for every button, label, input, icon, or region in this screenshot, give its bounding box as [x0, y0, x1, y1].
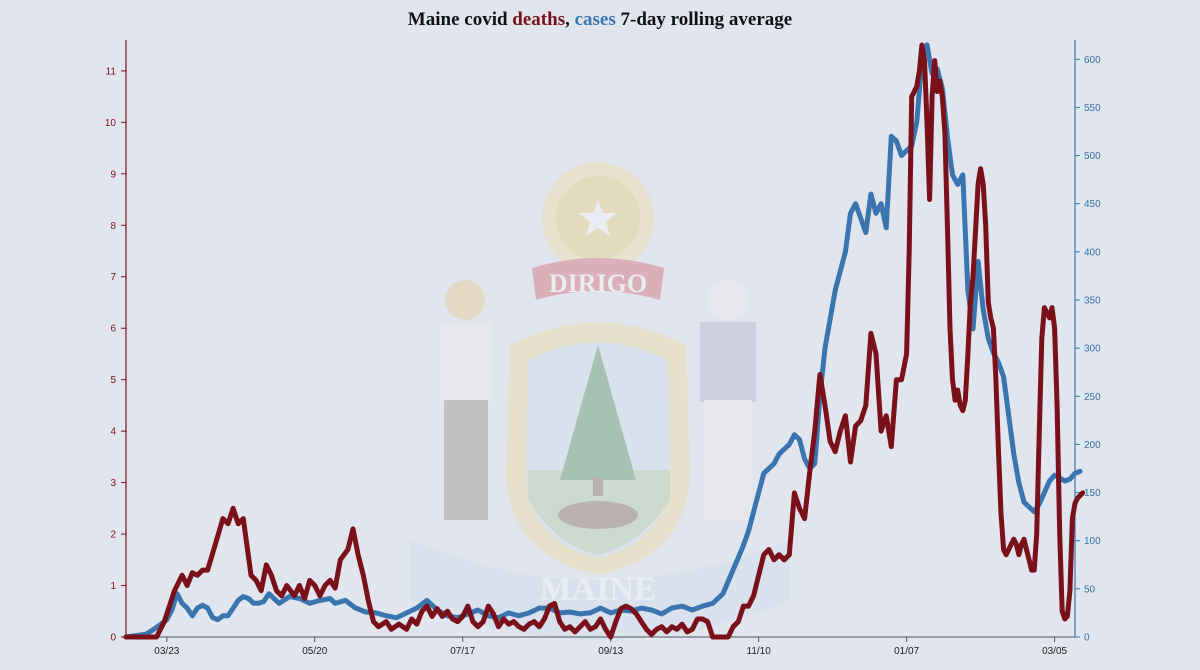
right-axis-tick-label: 500	[1084, 151, 1101, 162]
right-axis-tick-label: 550	[1084, 103, 1101, 114]
seal-shield	[506, 322, 690, 575]
x-axis-tick-label: 05/20	[302, 646, 327, 657]
seal-star-badge	[542, 162, 654, 274]
left-axis-tick-label: 1	[110, 581, 116, 592]
left-axis-tick-label: 11	[106, 66, 117, 77]
x-axis-tick-label: 03/05	[1042, 646, 1067, 657]
left-axis-tick-label: 2	[110, 530, 116, 541]
svg-text:DIRIGO: DIRIGO	[549, 269, 647, 298]
title-prefix: Maine covid	[408, 9, 513, 30]
x-axis-tick-label: 09/13	[598, 646, 623, 657]
left-axis-tick-label: 5	[110, 375, 116, 386]
svg-text:MAINE: MAINE	[539, 571, 656, 608]
title-suffix: 7-day rolling average	[616, 9, 792, 30]
right-axis-tick-label: 450	[1084, 199, 1101, 210]
axes: 0 1 2 3 4 5 6 7 8 9 10 11 0 50 100 150 200 250 300 350 400 45…	[105, 40, 1101, 657]
seal-dirigo-banner: DIRIGO	[532, 258, 664, 300]
left-axis-tick-label: 3	[110, 478, 116, 489]
left-axis-tick-label: 9	[110, 169, 116, 180]
seal-figure-sailor	[700, 280, 756, 520]
right-axis-tick-label: 200	[1084, 440, 1101, 451]
left-axis-tick-label: 7	[110, 272, 116, 283]
seal-figure-farmer	[440, 280, 492, 520]
x-axis-tick-label: 11/10	[747, 646, 772, 657]
right-axis-tick-label: 150	[1084, 488, 1101, 499]
right-axis-tick-label: 50	[1084, 584, 1096, 595]
x-axis-tick-label: 03/23	[154, 646, 179, 657]
right-axis-tick-label: 400	[1084, 247, 1101, 258]
left-axis-tick-label: 8	[110, 221, 116, 232]
x-axis-tick-label: 07/17	[450, 646, 475, 657]
left-axis-tick-label: 6	[110, 324, 116, 335]
series-layer	[123, 42, 1086, 640]
left-axis-tick-label: 0	[110, 633, 116, 644]
right-axis-tick-label: 300	[1084, 344, 1101, 355]
x-axis-tick-label: 01/07	[894, 646, 919, 657]
title-deaths-word: deaths	[512, 9, 565, 30]
right-axis-tick-label: 250	[1084, 392, 1101, 403]
title-cases-word: cases	[575, 9, 616, 30]
right-axis-tick-label: 600	[1084, 55, 1101, 66]
left-axis-tick-label: 10	[105, 118, 117, 129]
right-axis-tick-label: 100	[1084, 536, 1101, 547]
left-axis-tick-label: 4	[110, 427, 116, 438]
right-axis-tick-label: 0	[1084, 633, 1090, 644]
deaths-series-line	[123, 42, 1086, 640]
cases-series-line	[123, 42, 1083, 640]
chart-title: Maine covid deaths, cases 7-day rolling …	[408, 9, 792, 30]
maine-seal-watermark: DIRIGO MAINE	[410, 162, 790, 640]
title-comma: ,	[565, 9, 575, 30]
right-axis-tick-label: 350	[1084, 295, 1101, 306]
